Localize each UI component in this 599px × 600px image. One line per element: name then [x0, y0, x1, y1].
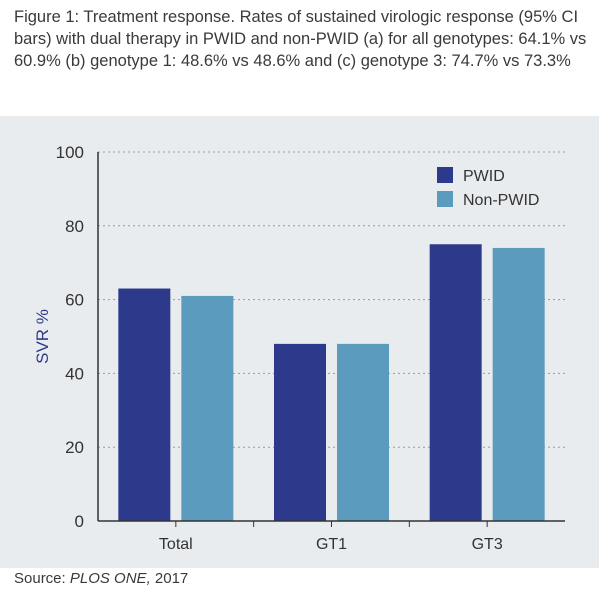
bar-total-pwid [118, 288, 171, 521]
source-year: 2017 [154, 570, 189, 587]
bar-gt1-pwid [274, 343, 326, 521]
y-tick-label: 100 [56, 143, 84, 162]
legend-label-non-pwid: Non-PWID [463, 192, 539, 209]
legend: PWID Non-PWID [437, 167, 539, 209]
figure-title: Figure 1: Treatment response. Rates of s… [14, 8, 587, 70]
bar-gt3-pwid [429, 244, 482, 521]
bar-gt1-non-pwid [337, 343, 389, 521]
bar-total-non-pwid [181, 295, 234, 521]
legend-swatch-non-pwid [437, 191, 453, 207]
bar-gt3-non-pwid [492, 247, 545, 521]
y-tick-label: 80 [65, 217, 84, 236]
source-publication: PLOS ONE, [69, 570, 151, 587]
axes: 0 20 40 60 80 100 SVR % Total GT1 GT3 [33, 143, 565, 553]
figure-source: Source: PLOS ONE, 2017 [14, 570, 188, 587]
legend-label-pwid: PWID [463, 168, 505, 185]
x-tick-label-total: Total [159, 536, 193, 553]
y-tick-label: 20 [65, 438, 84, 457]
y-tick-label: 60 [65, 291, 84, 310]
chart-panel: 0 20 40 60 80 100 SVR % Total GT1 GT3 PWID Non-PWI… [0, 116, 599, 568]
y-tick-label: 40 [65, 364, 84, 383]
bar-chart: 0 20 40 60 80 100 SVR % Total GT1 GT3 PWID Non-PWI… [33, 143, 565, 553]
source-label: Source: [14, 570, 66, 587]
y-axis-label: SVR % [33, 309, 52, 364]
y-tick-label: 0 [75, 512, 84, 531]
legend-swatch-pwid [437, 167, 453, 183]
x-tick-label-gt1: GT1 [316, 536, 347, 553]
bars [118, 244, 545, 521]
x-tick-label-gt3: GT3 [472, 536, 503, 553]
